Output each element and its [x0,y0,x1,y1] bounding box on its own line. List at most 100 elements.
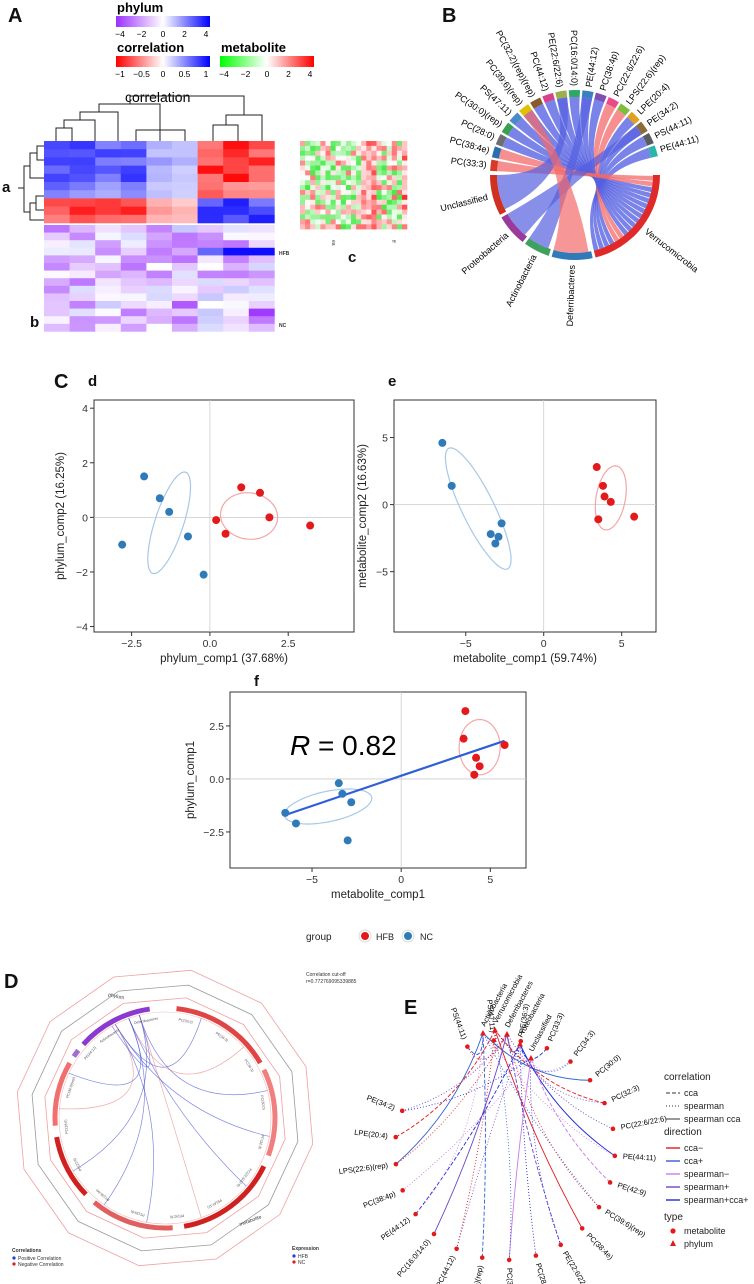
heatmap-a-cell [223,198,250,207]
heatmap-b-cell [146,316,173,325]
heatmap-c-cell [391,209,398,215]
circos-node-label: PC(33:3) [178,1018,193,1025]
heatmap-c-cell [396,209,403,215]
chord-ribbon [533,103,646,214]
legend-direction-items: cca− cca+ spearman− spearman+ spearman+cca+ [666,1143,749,1205]
heatmap-c-cell [340,155,347,161]
heatmap-b-cell [146,247,173,256]
network-edge [494,1029,512,1260]
heatmap-b-cell [248,293,275,302]
heatmap-c-cell [361,165,367,171]
heatmap-b-cell [172,293,198,302]
chord-ribbon [529,97,593,249]
heatmap-a-cell [172,198,198,207]
x-tick-label: −2.5 [121,638,142,650]
heatmap-c-cell [345,204,352,210]
heatmap-b-cell [44,301,70,309]
heatmap-c-cell [345,194,352,200]
heatmap-b-cell [197,263,224,271]
heatmap-c-cell [325,190,331,196]
heatmap-c-cell [325,199,331,205]
heatmap-c-cell [310,145,316,151]
heatmap-b-cell [44,293,70,302]
heatmap-c-cell [402,204,408,210]
heatmap-c-cell [396,199,403,205]
heatmap-c-cell [340,185,347,191]
data-point-hfb [459,734,468,743]
heatmap-c-cell [335,180,341,186]
heatmap-c-cell [340,219,347,225]
heatmap-c-cell [310,150,316,156]
heatmap-c-cell [351,219,357,225]
heatmap-c-cell [310,214,316,220]
heatmap-b-cell [223,225,250,233]
heatmap-c-cell [381,155,387,161]
legend_phylum-tick: 4 [204,29,209,39]
heatmap-b-cell [248,263,275,271]
chord-sector-metabolite [627,111,640,125]
sub-letter-d: d [88,373,97,390]
heatmap-c-cell [386,160,392,166]
heatmap-c-cell [320,170,326,176]
expr-hfb-label: HFB [298,1254,309,1260]
data-point-nc [438,438,447,447]
heatmap-c-cell [386,150,392,156]
heatmap-c-cell [391,185,398,191]
network-node-metabolite [544,1045,550,1051]
data-point-hfb [221,529,230,538]
heatmap-a-cell [146,165,173,175]
heatmap-c-cell [381,175,387,181]
heatmap-a-cell [95,198,122,207]
chord-ribbon [569,96,636,228]
heatmap-c-cell [381,160,387,166]
heatmap-b-cell [69,293,96,302]
network-label-metabolite: PC(16:0/14:0) [395,1237,432,1279]
heatmap-c-cell [305,209,311,215]
x-tick-label: 2.5 [281,638,296,650]
heatmap-c-cell [381,165,387,171]
heatmap-a-cell [223,157,250,166]
heatmap-b-cell [69,232,96,241]
heatmap-c-cell [335,219,341,225]
heatmap-c-cell [320,190,326,196]
network-label-metabolite: PC(38:4p) [362,1189,398,1210]
heatmap-c-cell [381,180,387,186]
network-label-metabolite: PE(36:3) [518,1003,531,1034]
chord-ribbon [507,126,651,198]
heatmap-c-cell [381,190,387,196]
heatmap-a-cell [120,173,147,183]
chord-sector-metabolite [495,133,507,147]
heatmap-c-cell [391,170,398,176]
chord-label-phylum: Verrucomicrobia [643,226,700,274]
heatmap-a-cell [120,206,147,216]
heatmap-c-cell [305,165,311,171]
heatmap-b-cell [95,293,122,302]
heatmap-c-cell [310,190,316,196]
network-label-metabolite: PE(44:11) [623,1152,657,1163]
data-point-hfb [475,762,484,771]
data-point-hfb [470,770,479,779]
heatmap-c-cell [371,219,377,225]
circos-outer-ring [16,969,314,1267]
heatmap-c-cell [305,155,311,161]
y-tick-label: −2 [76,567,88,579]
heatmap-b-cell [223,301,250,309]
network-edge [508,1057,532,1260]
annotation-r: R [290,730,310,761]
heatmap-a-cell [44,157,70,166]
circos-phylum-label: phylum [108,992,125,1001]
network-label-metabolite: PC(30:0) [593,1052,622,1078]
network-edge [519,1043,616,1157]
data-point-nc [281,808,290,817]
heatmap-c-cell [361,209,367,215]
heatmap-c-cell [320,175,326,181]
correlation-colorbar [116,56,210,67]
heatmap-c-cell [381,209,387,215]
expr-nc-label: NC [298,1260,306,1266]
heatmap-b-cell [44,316,70,325]
heatmap-c-cell [366,214,372,220]
heatmap-c-cell [330,141,336,147]
heatmap-c-cell [320,204,326,210]
heatmap-c-cell [305,219,311,225]
